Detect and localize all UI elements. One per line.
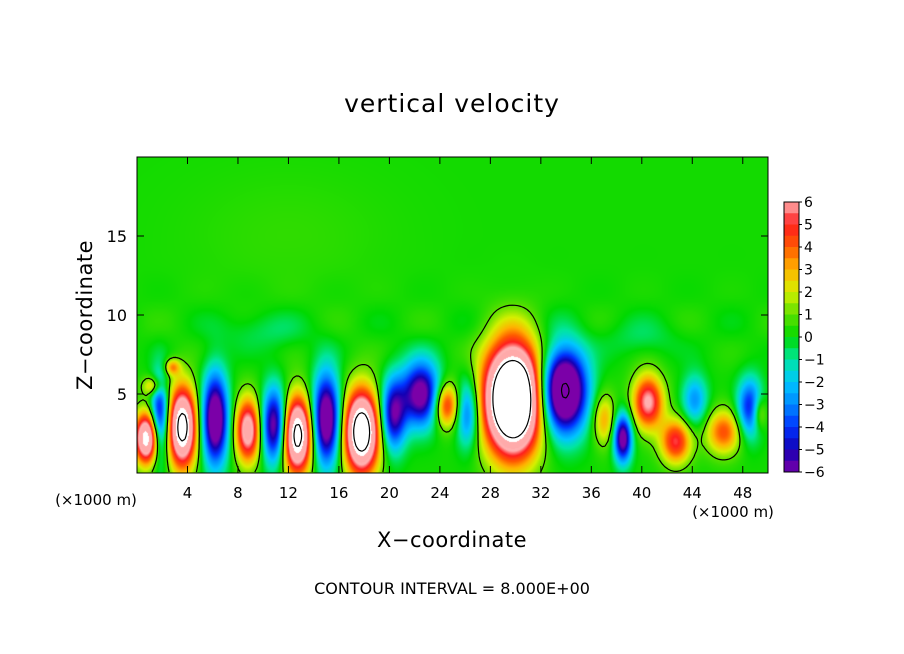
y-axis-label: Z−coordinate: [73, 240, 97, 390]
colorbar-band: [784, 325, 799, 338]
colorbar-band: [784, 359, 799, 372]
colorbar-band: [784, 303, 799, 315]
contour-negative: [560, 382, 570, 399]
heatmap-field: [137, 157, 768, 473]
colorbar-band: [784, 438, 799, 450]
colorbar-tick-label: −6: [804, 465, 825, 481]
colorbar-band: [784, 235, 799, 248]
colorbar-band: [784, 460, 799, 473]
x-tick-label: 28: [481, 484, 500, 502]
colorbar-band: [784, 314, 799, 327]
x-unit-left: (×1000 m): [55, 491, 137, 509]
colorbar-band: [784, 337, 799, 349]
colorbar-band: [784, 202, 799, 214]
colorbar-tick-label: −1: [804, 353, 825, 369]
colorbar-band: [784, 393, 799, 405]
x-tick-label: 12: [279, 484, 298, 502]
colorbar-band: [784, 280, 799, 293]
x-unit-right: (×1000 m): [692, 503, 774, 521]
colorbar-band: [784, 427, 799, 439]
colorbar-band: [784, 213, 799, 225]
colorbar-band: [784, 449, 799, 462]
contour-interval-note: CONTOUR INTERVAL = 8.000E+00: [314, 579, 590, 598]
x-tick-label: 8: [233, 484, 243, 502]
colorbar-tick-label: 4: [804, 240, 813, 256]
chart-title: vertical velocity: [344, 89, 560, 118]
x-tick-label: 36: [582, 484, 601, 502]
contour-lines: [136, 304, 741, 473]
colorbar-tick-label: 3: [804, 263, 813, 279]
colorbar-band: [784, 224, 799, 237]
x-tick-label: 4: [183, 484, 193, 502]
y-axis: 5 10 15: [107, 227, 768, 404]
x-tick-label: 48: [733, 484, 752, 502]
colorbar-band: [784, 258, 799, 270]
y-tick-label: 15: [107, 227, 127, 246]
colorbar-tick-label: 1: [804, 308, 813, 324]
x-tick-label: 16: [329, 484, 348, 502]
x-axis-label: X−coordinate: [377, 528, 527, 552]
colorbar-tick-label: −5: [804, 443, 825, 459]
colorbar-tick-label: 0: [804, 330, 813, 346]
colorbar-band: [784, 348, 799, 360]
colorbar-band: [784, 269, 799, 282]
x-tick-label: 44: [683, 484, 702, 502]
colorbar-band: [784, 292, 799, 304]
x-tick-label: 40: [632, 484, 651, 502]
colorbar-tick-label: −2: [804, 375, 825, 391]
colorbar-band: [784, 382, 799, 394]
contour-positive: [177, 359, 532, 452]
x-tick-label: 24: [430, 484, 449, 502]
colorbar-band: [784, 370, 799, 383]
colorbar-tick-label: 5: [804, 218, 813, 234]
colorbar-band: [784, 415, 799, 428]
y-tick-label: 10: [107, 306, 127, 325]
colorbar-tick-label: −4: [804, 420, 825, 436]
colorbar-band: [784, 247, 799, 259]
colorbar: 6 5 4 3 2 1 0 −1 −2 −3 −4 −5 −6: [783, 195, 825, 481]
x-tick-label: 20: [380, 484, 399, 502]
y-tick-label: 5: [117, 385, 127, 404]
contour-zero: [136, 304, 741, 473]
x-tick-label: 32: [531, 484, 550, 502]
colorbar-tick-label: −3: [804, 398, 825, 414]
colorbar-tick-label: 6: [804, 195, 813, 211]
colorbar-tick-label: 2: [804, 285, 813, 301]
colorbar-band: [784, 404, 799, 417]
x-axis: 4 8 12 16 20 24 28 32 36 40 44 48: [183, 157, 752, 502]
